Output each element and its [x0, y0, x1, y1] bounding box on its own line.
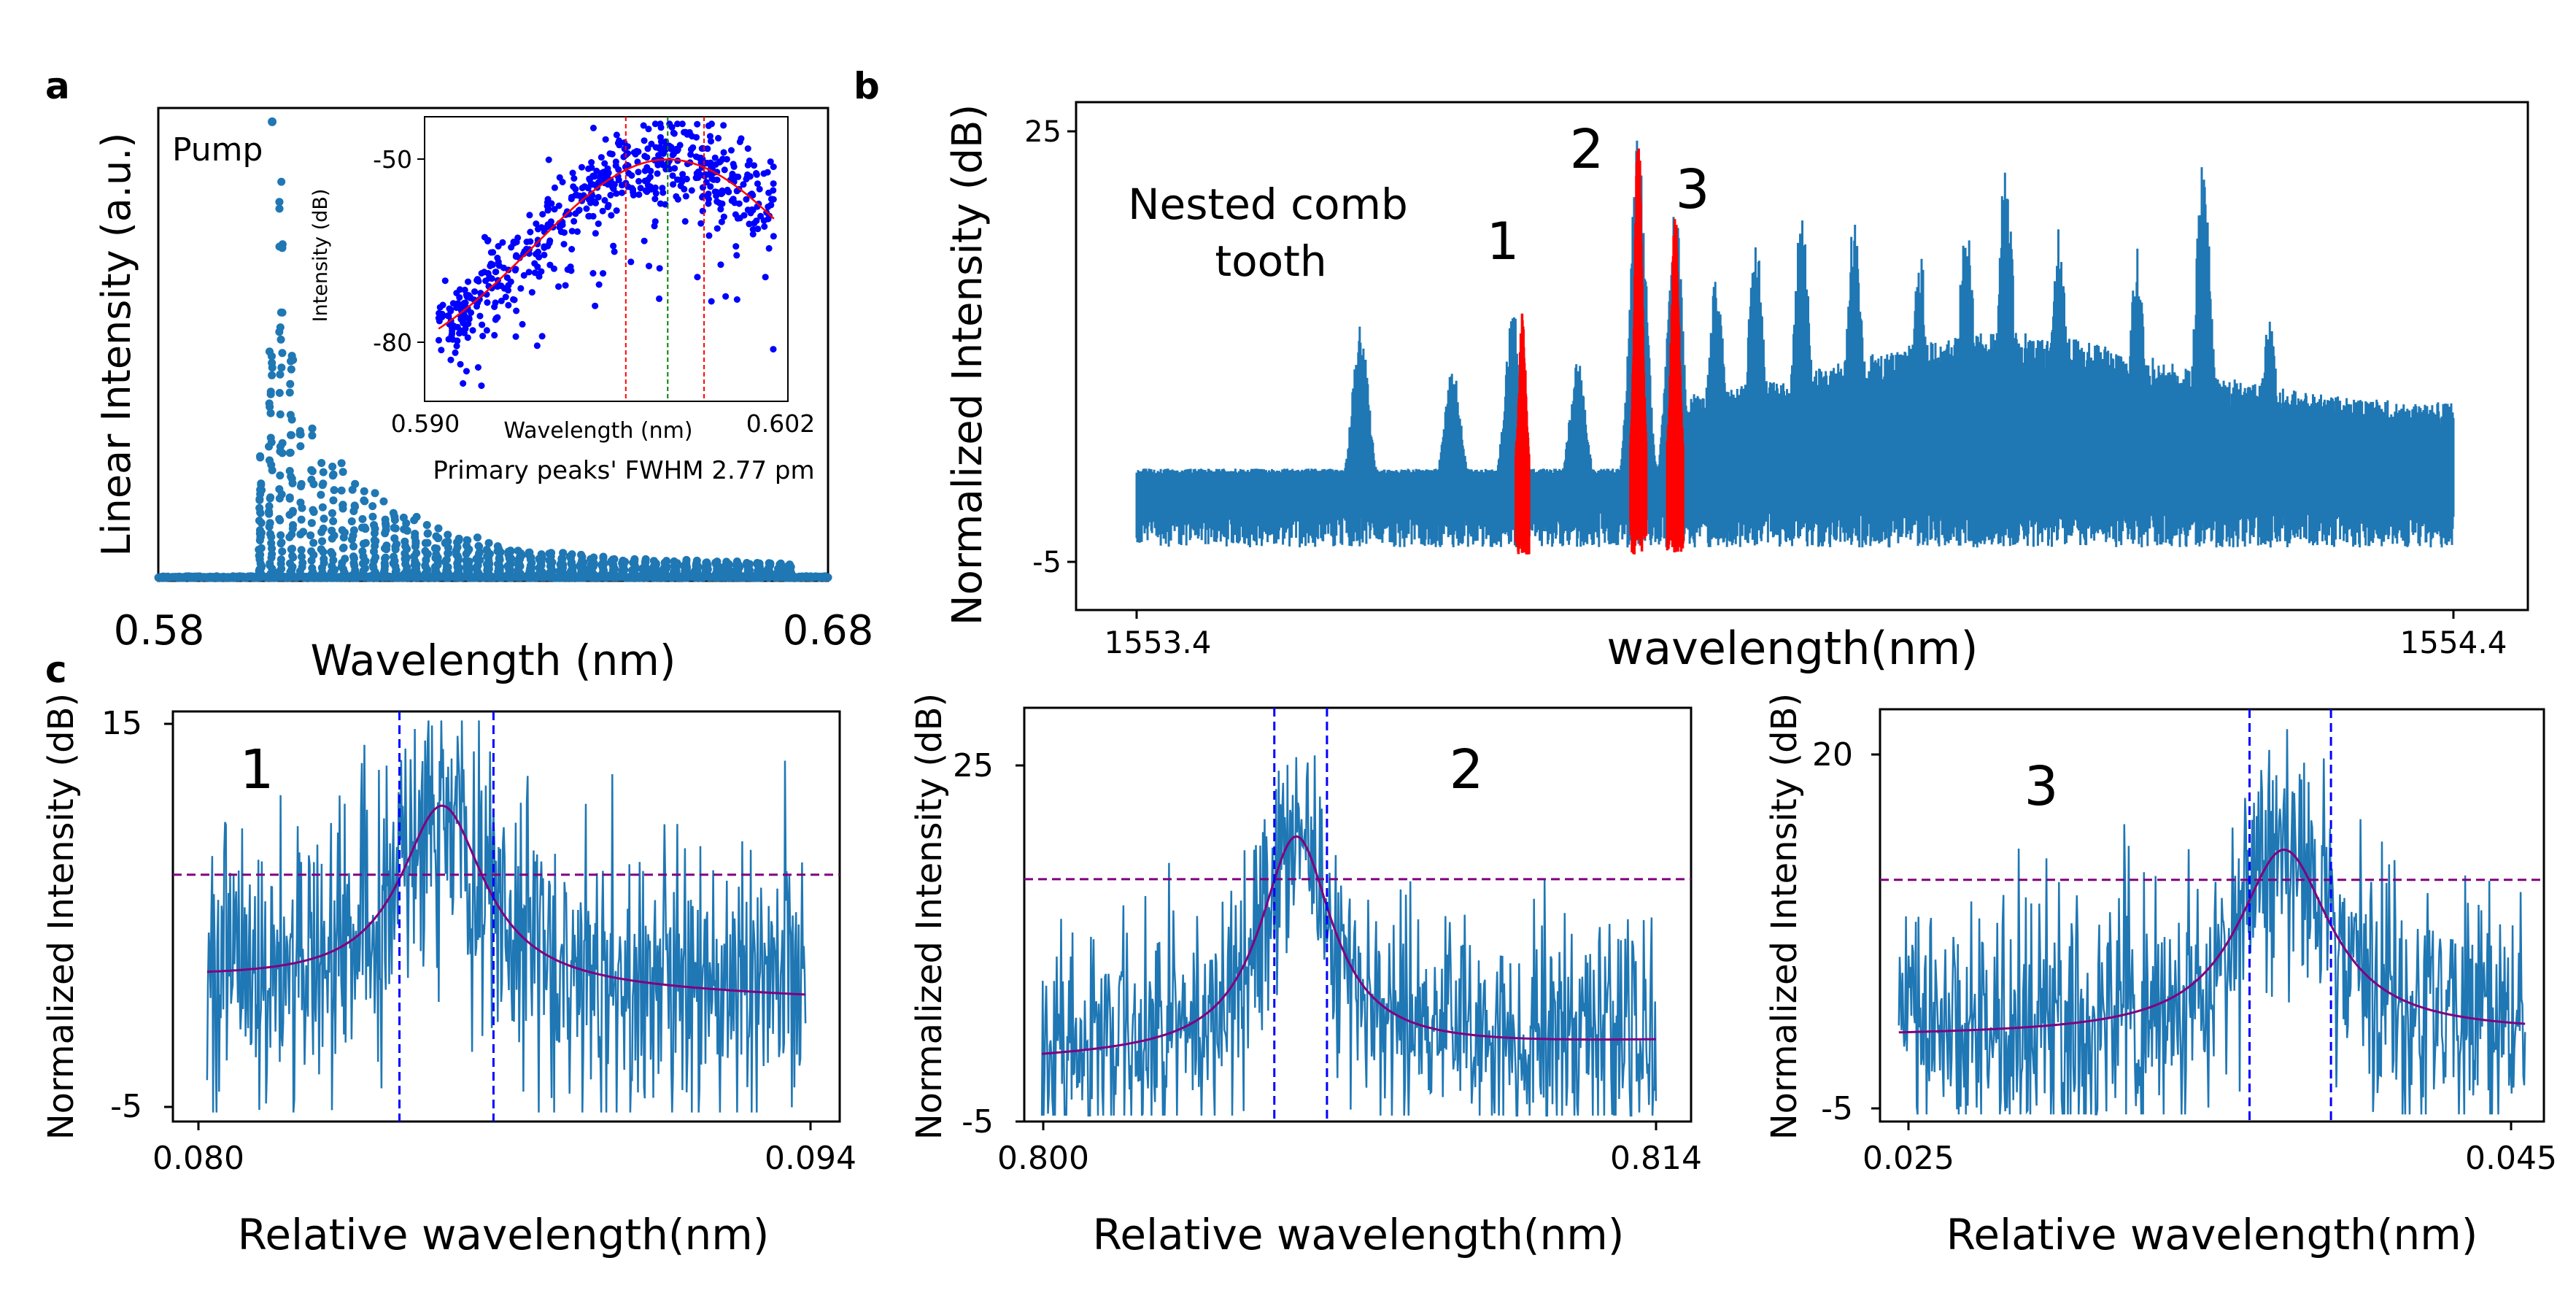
inset-ytick-bottom: -80	[373, 328, 412, 357]
panel-c2-xlabel: Relative wavelength(nm)	[1093, 1210, 1625, 1259]
panel-c1-fit	[206, 804, 806, 996]
panel-a-comb-points	[154, 177, 832, 582]
panel-c3-label: 3	[2024, 755, 2058, 818]
nested-comb-line2: tooth	[1215, 236, 1326, 286]
panel-b-series	[1135, 140, 2455, 548]
panel-c2-fit	[1041, 835, 1656, 1055]
panel-c1-label: 1	[239, 738, 274, 801]
inset-series	[435, 117, 777, 401]
panel-c2-ylabel: Normalized Intensity (dB)	[909, 693, 950, 1140]
red-tooth-1	[1515, 313, 1531, 555]
panel-label-c: c	[45, 649, 67, 691]
marker-label-2: 2	[1569, 118, 1604, 181]
panel-c2: 25 -5 0.800 0.814 Relative wavelength(nm…	[909, 693, 1702, 1259]
inset-xlabel: Wavelength (nm)	[503, 418, 692, 444]
panel-b-ylabel: Normalized Intensity (dB)	[944, 104, 991, 626]
panel-c1-xlabel: Relative wavelength(nm)	[238, 1210, 770, 1259]
panel-c2-xtick-left: 0.800	[997, 1140, 1089, 1177]
red-tooth-3	[1666, 219, 1685, 552]
panel-a-ylabel: Linear Intensity (a.u.)	[93, 133, 139, 557]
panel-c3-ylabel: Normalized Intensity (dB)	[1764, 693, 1805, 1140]
inset-fit-curve	[438, 158, 775, 330]
panel-c2-xtick-right: 0.814	[1610, 1140, 1702, 1177]
panel-b-xlabel: wavelength(nm)	[1606, 622, 1978, 675]
panel-a-series	[154, 117, 832, 582]
inset-xtick-right: 0.602	[746, 409, 815, 438]
panel-c1-spectrum	[206, 720, 807, 1113]
marker-label-1: 1	[1487, 212, 1520, 271]
panel-b-spectrum	[1135, 140, 2455, 548]
panel-c2-spectrum	[1040, 755, 1658, 1117]
panel-c1: 15 -5 0.080 0.094 Relative wavelength(nm…	[41, 693, 856, 1259]
panel-c3-xlabel: Relative wavelength(nm)	[1946, 1210, 2478, 1259]
panel-c3-spectrum	[1898, 729, 2526, 1116]
red-tooth-2	[1629, 148, 1648, 555]
panel-c3-ytick-top: 20	[1812, 736, 1853, 773]
marker-label-3: 3	[1675, 158, 1709, 221]
panel-b-ytick-bottom: -5	[1032, 546, 1061, 579]
panel-b-xtick-right: 1554.4	[2400, 625, 2507, 660]
panel-c1-ylabel: Normalized Intensity (dB)	[41, 693, 82, 1140]
panel-c1-ytick-bottom: -5	[110, 1088, 142, 1125]
panel-c1-ytick-top: 15	[101, 705, 142, 742]
panel-c2-ytick-top: 25	[953, 747, 994, 784]
panel-a-inset: -50 -80 0.590 0.602 Wavelength (nm) Inte…	[309, 116, 815, 485]
panel-c2-ytick-bottom: -5	[962, 1103, 994, 1140]
pump-label: Pump	[172, 131, 263, 169]
panel-b-ytick-top: 25	[1024, 115, 1061, 149]
panel-c3-series	[1880, 709, 2544, 1122]
panel-c1-xtick-left: 0.080	[152, 1140, 244, 1177]
panel-label-b: b	[854, 65, 880, 107]
panel-c3-frame	[1879, 708, 2545, 1123]
panel-c3-ytick-bottom: -5	[1821, 1090, 1853, 1127]
panel-label-a: a	[45, 65, 70, 107]
panel-a-xtick-left: 0.58	[114, 607, 205, 655]
panel-a-peak-point	[268, 117, 277, 126]
panel-a-xlabel: Wavelength (nm)	[310, 636, 676, 685]
panel-c1-xtick-right: 0.094	[765, 1140, 856, 1177]
panel-c2-series	[1024, 708, 1691, 1122]
inset-ylabel: Intensity (dB)	[309, 189, 332, 323]
inset-caption: Primary peaks' FWHM 2.77 pm	[433, 456, 814, 485]
panel-c2-frame	[1023, 706, 1693, 1123]
panel-b-markers	[1515, 148, 1685, 555]
panel-c1-frame	[171, 710, 841, 1123]
panel-b-frame	[1075, 101, 2529, 611]
panel-c2-label: 2	[1449, 738, 1483, 801]
inset-xtick-left: 0.590	[391, 409, 460, 438]
panel-c3-fit	[1898, 848, 2526, 1034]
panel-b-xtick-left: 1553.4	[1105, 625, 1212, 660]
nested-comb-line1: Nested comb	[1128, 180, 1408, 229]
panel-c3: 20 -5 0.025 0.045 Relative wavelength(nm…	[1764, 693, 2557, 1259]
panel-b: b 25 -5 1553.4 1554.4 wavelength(nm) Nor…	[854, 65, 2529, 675]
panel-a: a Pump 0.58 0.68 Wavelength (nm) Linear …	[45, 65, 873, 685]
panel-a-xtick-right: 0.68	[783, 607, 874, 655]
panel-c3-xtick-left: 0.025	[1863, 1140, 1954, 1177]
panel-c1-series	[173, 711, 840, 1122]
inset-ytick-top: -50	[373, 145, 412, 174]
panel-c3-xtick-right: 0.045	[2465, 1140, 2557, 1177]
inset-frame	[424, 116, 789, 402]
